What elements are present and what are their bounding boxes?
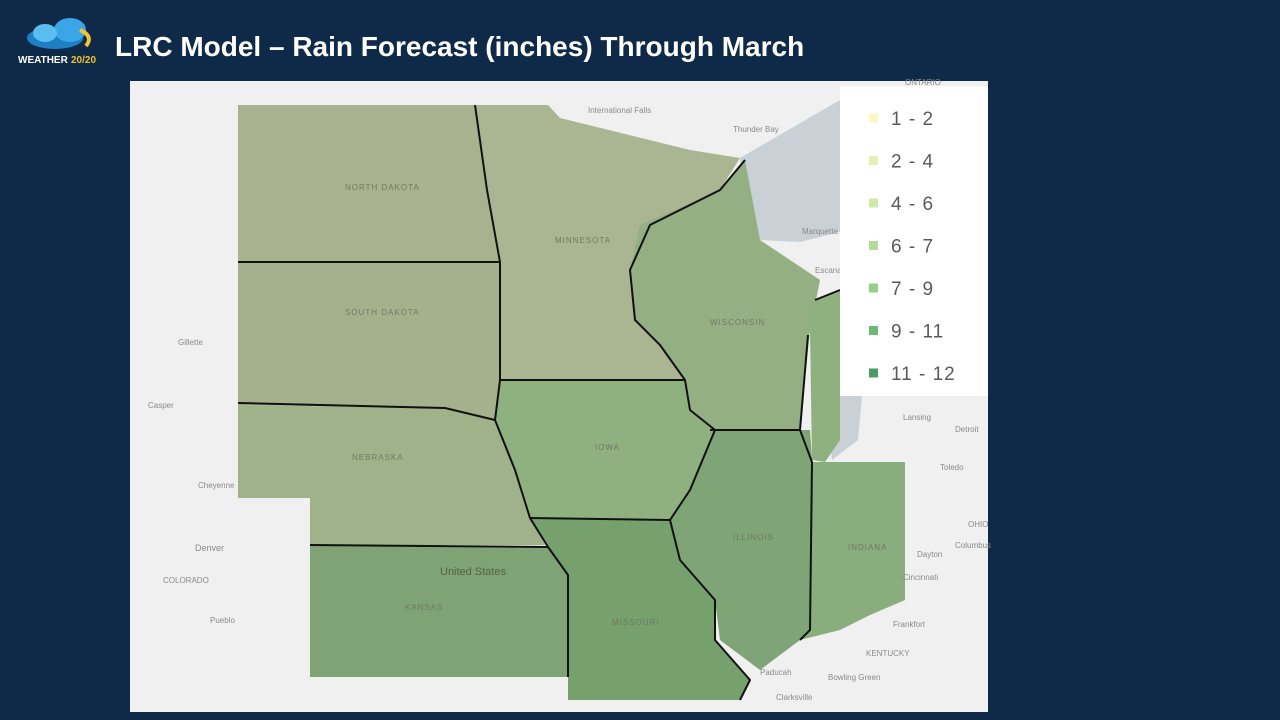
map-label: NORTH DAKOTA	[345, 183, 420, 192]
map-label: Bowling Green	[828, 673, 880, 682]
map-label: INDIANA	[848, 543, 887, 552]
logo-number: 20/20	[71, 55, 96, 66]
legend: 1 - 2 2 - 4 4 - 6 6 - 7 7 - 9 9 - 11 11 - 12	[869, 109, 956, 385]
legend-label: 11 - 12	[891, 364, 956, 385]
legend-swatch	[869, 198, 878, 208]
map-label: Paducah	[760, 668, 792, 677]
legend-swatch	[869, 326, 878, 335]
legend-label: 9 - 11	[891, 322, 944, 343]
map-label: Escanaba	[815, 266, 851, 275]
map-label: Detroit	[955, 425, 979, 434]
map-label: Columbus	[955, 541, 991, 550]
legend-box	[840, 86, 988, 396]
map-label: Cheyenne	[198, 481, 235, 490]
map-label: Pueblo	[210, 616, 235, 625]
map-label: OHIO	[968, 520, 988, 529]
map-label: MISSOURI	[612, 618, 660, 627]
map-label: Cincinnati	[903, 573, 938, 582]
map-label: Lansing	[903, 413, 931, 422]
map-label: Clarksville	[776, 693, 813, 702]
map-label: KENTUCKY	[866, 649, 910, 658]
map-label: IOWA	[595, 443, 620, 452]
legend-swatch	[869, 368, 878, 378]
map-label: ILLINOIS	[733, 533, 774, 542]
logo-word: WEATHER	[18, 55, 69, 66]
legend-label: 2 - 4	[891, 152, 934, 173]
map-label: COLORADO	[163, 576, 209, 585]
map-label: Frankfort	[893, 620, 926, 629]
legend-swatch	[869, 241, 878, 250]
map-label: NEBRASKA	[352, 453, 404, 462]
logo: WEATHER 20/20	[18, 18, 96, 66]
map-label: Thunder Bay	[733, 125, 779, 134]
map-label: MINNESOTA	[555, 236, 611, 245]
map-label: United States	[440, 566, 507, 578]
map-label: Dayton	[917, 550, 942, 559]
legend-swatch	[869, 113, 878, 123]
legend-swatch	[869, 283, 878, 293]
map-label: International Falls	[588, 106, 651, 115]
map-label: KANSAS	[405, 603, 443, 612]
map-label: SOUTH DAKOTA	[345, 308, 420, 317]
legend-label: 1 - 2	[891, 109, 934, 130]
map-label: Gillette	[178, 338, 203, 347]
map-label: Toledo	[940, 463, 964, 472]
map-label: ONTARIO	[905, 78, 941, 87]
map-label: Casper	[148, 401, 174, 410]
legend-label: 6 - 7	[891, 237, 934, 258]
slide-title: LRC Model – Rain Forecast (inches) Throu…	[115, 31, 804, 62]
legend-swatch	[869, 156, 878, 165]
map-label: Denver	[195, 543, 224, 553]
legend-label: 7 - 9	[891, 279, 934, 300]
map-label: Marquette	[802, 227, 839, 236]
legend-label: 4 - 6	[891, 194, 934, 215]
map-label: WISCONSIN	[710, 318, 765, 327]
